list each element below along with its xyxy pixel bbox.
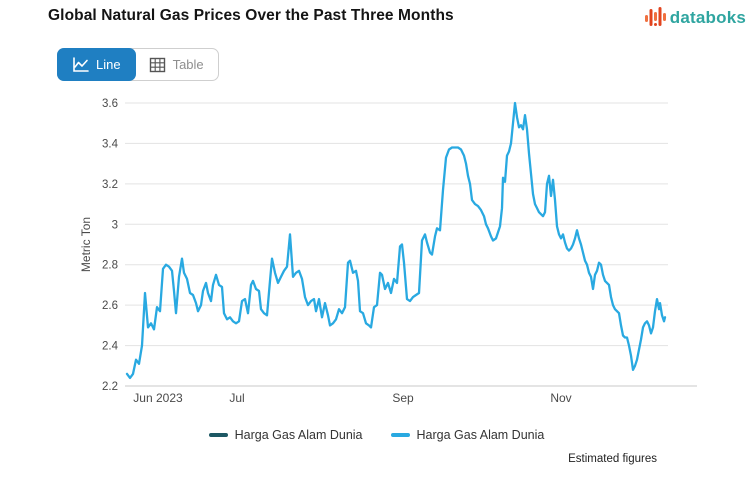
- line-view-button[interactable]: Line: [57, 48, 136, 81]
- view-toggle: Line Table: [57, 48, 219, 81]
- legend-item[interactable]: Harga Gas Alam Dunia: [390, 428, 545, 442]
- databoks-logo-icon: [644, 7, 666, 26]
- legend-label: Harga Gas Alam Dunia: [416, 428, 545, 442]
- y-axis-title: Metric Ton: [79, 217, 93, 272]
- y-tick-label: 3: [112, 219, 118, 231]
- y-tick-label: 3.6: [102, 98, 118, 110]
- x-tick-label: Jul: [229, 391, 244, 405]
- legend-swatch: [208, 433, 228, 437]
- databoks-logo-text: databoks: [669, 8, 746, 27]
- line-chart-icon: [73, 56, 89, 72]
- y-tick-label: 2.2: [102, 381, 118, 393]
- legend-label: Harga Gas Alam Dunia: [234, 428, 363, 442]
- y-tick-label: 3.4: [102, 138, 119, 150]
- y-tick-label: 2.4: [102, 341, 119, 353]
- x-tick-label: Jun 2023: [133, 391, 183, 405]
- table-button-label: Table: [172, 57, 204, 72]
- y-tick-label: 2.8: [102, 260, 118, 272]
- line-button-label: Line: [96, 57, 121, 72]
- x-tick-label: Nov: [550, 391, 571, 405]
- table-view-button[interactable]: Table: [135, 49, 218, 80]
- price-line: [125, 101, 667, 380]
- table-icon: [149, 57, 165, 72]
- x-tick-label: Sep: [392, 391, 414, 405]
- legend-item[interactable]: Harga Gas Alam Dunia: [208, 428, 363, 442]
- y-tick-label: 3.2: [102, 179, 118, 191]
- databoks-logo: databoks: [644, 5, 746, 31]
- legend-swatch: [390, 433, 410, 437]
- chart-legend: Harga Gas Alam Dunia Harga Gas Alam Dunia: [0, 428, 753, 442]
- page-title: Global Natural Gas Prices Over the Past …: [48, 7, 454, 24]
- estimated-figures-note: Estimated figures: [568, 453, 657, 465]
- y-tick-label: 2.6: [102, 300, 118, 312]
